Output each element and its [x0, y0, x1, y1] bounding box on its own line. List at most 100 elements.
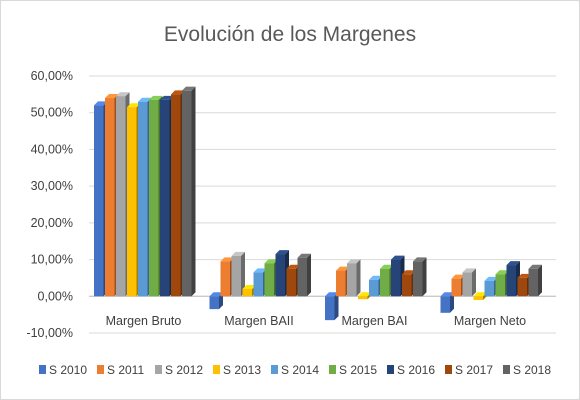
bar-top [105, 94, 119, 99]
bar-top [440, 292, 454, 297]
bar-side [334, 292, 339, 321]
bar-front [116, 96, 126, 297]
category-label: Margen BAII [224, 314, 293, 328]
y-tick-label: 30,00% [31, 179, 73, 193]
bar-front [209, 296, 219, 310]
bar-front [231, 255, 241, 297]
bar-top [149, 95, 163, 100]
bar-top [325, 292, 339, 297]
bar-top [171, 90, 185, 95]
bar [231, 251, 245, 297]
bar-top [209, 292, 223, 297]
bar-front [264, 263, 274, 297]
bar-top [462, 268, 476, 273]
bar-front [413, 261, 423, 297]
legend-label: S 2016 [397, 363, 435, 377]
legend-label: S 2015 [339, 363, 377, 377]
bar-top [347, 259, 361, 264]
bar-top [231, 251, 245, 256]
bar-front [220, 261, 230, 297]
bar-top [517, 273, 531, 278]
bar-front [105, 98, 115, 297]
bar [325, 292, 339, 321]
bar-front [462, 272, 472, 297]
bar-top [253, 268, 267, 273]
legend: S 2010 S 2011 S 2012 S 2013 S 2014 S 2015 S 20… [39, 363, 551, 377]
y-tick-label: 60,00% [31, 69, 73, 83]
bar-front [149, 99, 159, 297]
bar-front [182, 90, 192, 297]
category-label: Margen Bruto [106, 314, 182, 328]
bar-top [336, 266, 350, 271]
category-labels: Margen Bruto Margen BAII Margen BAI Margen … [106, 314, 527, 328]
bar-front [275, 254, 285, 297]
legend-swatch [503, 365, 510, 374]
bar-top [264, 259, 278, 264]
bar-top [528, 264, 542, 269]
legend-item: S 2012 [155, 363, 203, 377]
bar [462, 268, 476, 297]
bar-top [220, 257, 234, 262]
bar-front [391, 259, 401, 297]
y-axis-ticks: -10,00% 0,00% 10,00% 20,00% 30,00% 40,00% 50,0… [26, 69, 73, 340]
legend-item: S 2010 [39, 363, 87, 377]
chart-title: Evolución de los Margenes [164, 23, 416, 46]
bar-front [325, 296, 335, 321]
bar-top [182, 86, 196, 91]
legend-item: S 2015 [329, 363, 377, 377]
y-tick-label: 0,00% [38, 289, 73, 303]
legend-swatch [271, 365, 278, 374]
legend-item: S 2014 [271, 363, 319, 377]
bar-top [413, 257, 427, 262]
legend-swatch [155, 365, 162, 374]
bar-front [336, 270, 346, 297]
bar [209, 292, 223, 310]
bar-top [242, 284, 256, 289]
bar-top [127, 103, 141, 108]
bar-front [517, 277, 527, 297]
bar-front [94, 105, 104, 297]
y-tick-label: -10,00% [26, 326, 73, 340]
bar-front [506, 265, 516, 297]
bar-front [440, 296, 450, 313]
legend-item: S 2017 [445, 363, 493, 377]
legend-swatch [39, 365, 46, 374]
y-tick-label: 50,00% [31, 106, 73, 120]
bar-front [138, 101, 148, 297]
legend-swatch [213, 365, 220, 374]
bar [182, 86, 196, 297]
legend-swatch [387, 365, 394, 374]
bar [440, 292, 454, 313]
legend-swatch [97, 365, 104, 374]
legend-swatch [445, 365, 452, 374]
bar-front [242, 288, 252, 297]
bar-side [450, 292, 454, 313]
legend-label: S 2010 [49, 363, 87, 377]
bar-front [473, 296, 483, 300]
bar-top [286, 264, 300, 269]
bar-front [286, 268, 296, 297]
bar-top [94, 101, 108, 106]
bar-front [528, 268, 538, 297]
bar-front [484, 280, 494, 297]
bar [528, 264, 542, 297]
bar-front [358, 296, 368, 300]
bar-top [380, 264, 394, 269]
bar-side [422, 257, 427, 297]
bar-front [495, 274, 505, 297]
bar-side [219, 292, 223, 310]
bar-top [391, 255, 405, 260]
bar [413, 257, 427, 297]
bar [347, 259, 361, 297]
bar-top [473, 292, 487, 297]
bar-front [127, 107, 137, 297]
bar-top [484, 276, 498, 281]
bar-front [402, 274, 412, 297]
bar-side [241, 251, 245, 297]
bar-front [253, 272, 263, 297]
y-tick-label: 20,00% [31, 216, 73, 230]
bar-side [538, 264, 542, 297]
legend-label: S 2013 [223, 363, 261, 377]
bar-front [380, 268, 390, 297]
